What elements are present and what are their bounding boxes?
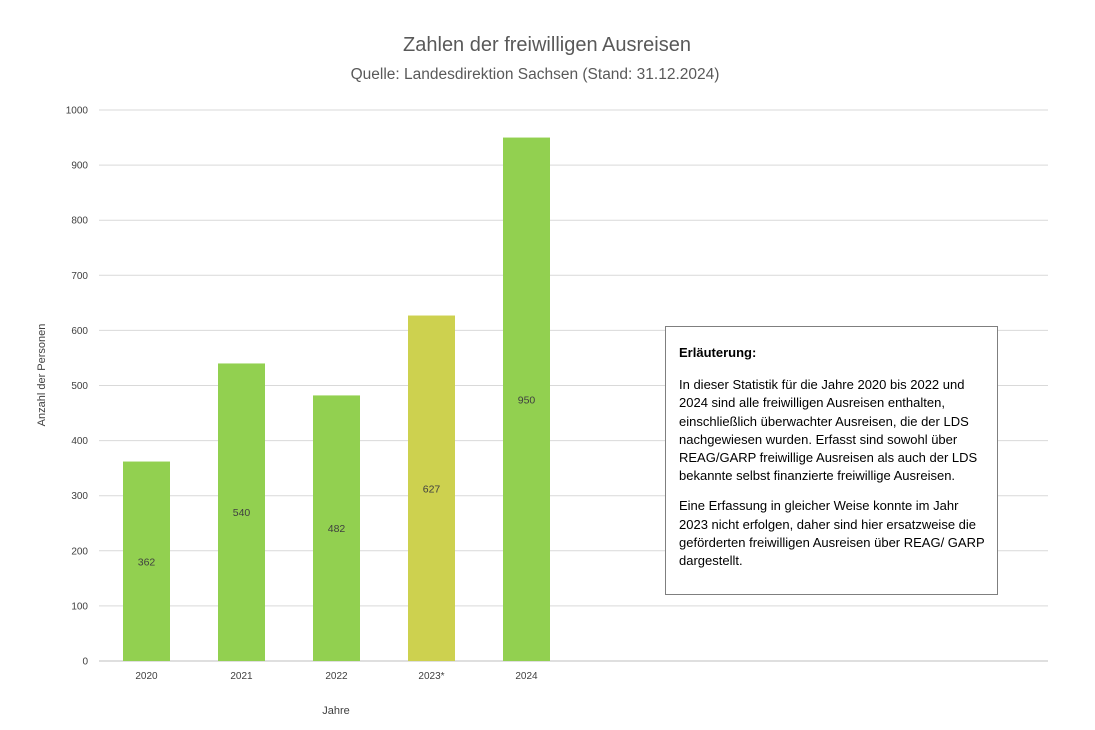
explanation-box: Erläuterung: In dieser Statistik für die…	[665, 326, 998, 595]
bar	[313, 395, 360, 661]
x-axis-title: Jahre	[322, 705, 350, 717]
x-tick-label: 2023*	[418, 671, 444, 682]
explanation-paragraph-2: Eine Erfassung in gleicher Weise konnte …	[679, 498, 985, 569]
data-label: 482	[328, 523, 346, 535]
y-tick-label: 300	[71, 491, 88, 502]
x-tick-label: 2020	[135, 671, 158, 682]
y-tick-label: 700	[71, 271, 88, 282]
bar	[503, 137, 550, 662]
bar	[123, 461, 170, 661]
bar	[218, 363, 265, 661]
y-tick-label: 0	[82, 657, 88, 668]
chart-subtitle: Quelle: Landesdirektion Sachsen (Stand: …	[351, 66, 720, 83]
data-label: 950	[518, 394, 536, 406]
data-label: 362	[138, 556, 156, 568]
y-tick-label: 600	[71, 326, 88, 337]
y-tick-label: 400	[71, 436, 88, 447]
y-tick-label: 1000	[66, 106, 89, 117]
chart-title: Zahlen der freiwilligen Ausreisen	[403, 34, 691, 56]
x-tick-label: 2024	[515, 671, 538, 682]
y-tick-label: 900	[71, 161, 88, 172]
explanation-heading: Erläuterung:	[679, 345, 757, 360]
y-tick-label: 500	[71, 381, 88, 392]
bar	[408, 315, 455, 661]
y-axis-ticks: 0 100 200 300 400 500 600 700 800 900 1000	[66, 106, 89, 668]
y-tick-label: 200	[71, 546, 88, 557]
data-label: 627	[423, 483, 441, 495]
y-axis-title: Anzahl der Personen	[36, 324, 48, 427]
x-axis-ticks: 2020 2021 2022 2023* 2024	[135, 671, 538, 682]
x-tick-label: 2021	[230, 671, 253, 682]
x-tick-label: 2022	[325, 671, 348, 682]
y-tick-label: 800	[71, 216, 88, 227]
bars: 362 540 482 627 950	[123, 137, 550, 662]
y-tick-label: 100	[71, 601, 88, 612]
data-label: 540	[233, 507, 251, 519]
explanation-paragraph-1: In dieser Statistik für die Jahre 2020 b…	[679, 377, 978, 484]
